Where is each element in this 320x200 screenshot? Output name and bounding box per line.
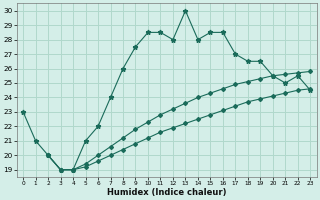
X-axis label: Humidex (Indice chaleur): Humidex (Indice chaleur) (107, 188, 227, 197)
